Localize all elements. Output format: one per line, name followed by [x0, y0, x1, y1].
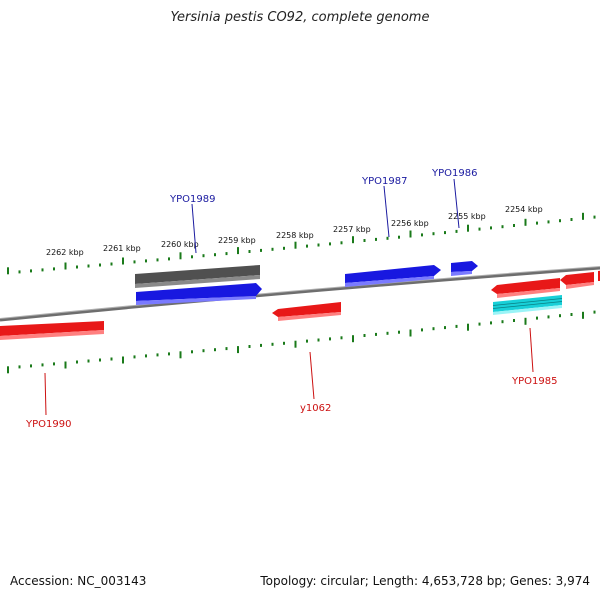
gene-rna-cyan[interactable] — [492, 295, 563, 315]
scale-label-2254: 2254 kbp — [505, 205, 543, 214]
gene-YPO1986-arrow[interactable] — [451, 261, 478, 276]
leader-YPO1985 — [529, 327, 534, 373]
gene-pseudo[interactable] — [135, 265, 260, 288]
gene-label-y1062[interactable]: y1062 — [300, 403, 331, 414]
gene-y1062-arrow[interactable] — [272, 302, 341, 321]
scale-label-2262: 2262 kbp — [46, 248, 84, 257]
leader-YPO1986 — [453, 178, 460, 229]
gene-label-YPO1985[interactable]: YPO1985 — [511, 376, 557, 387]
leader-YPO1989 — [191, 203, 197, 254]
genome-summary-text: Topology: circular; Length: 4,653,728 bp… — [260, 574, 590, 588]
scale-label-2261: 2261 kbp — [103, 244, 141, 253]
scale-label-2258: 2258 kbp — [276, 231, 314, 240]
gene-YPO1987-arrow[interactable] — [345, 265, 441, 287]
gene-YPO1985-arrow[interactable] — [491, 278, 560, 298]
gene-label-YPO1986[interactable]: YPO1986 — [431, 168, 477, 179]
scale-label-2260: 2260 kbp — [161, 240, 199, 249]
accession-text: Accession: NC_003143 — [10, 574, 147, 588]
scale-label-2257: 2257 kbp — [333, 225, 371, 234]
scale-label-2255: 2255 kbp — [448, 212, 486, 221]
genome-backbone-highlight — [0, 266, 600, 319]
gene-YPO1990-arrow[interactable] — [0, 321, 104, 340]
gene-label-YPO1989[interactable]: YPO1989 — [169, 194, 215, 205]
leader-YPO1987 — [383, 185, 390, 238]
genome-title: Yersinia pestis CO92, complete genome — [170, 10, 430, 25]
gene-label-YPO1987[interactable]: YPO1987 — [361, 176, 407, 187]
scale-label-2259: 2259 kbp — [218, 236, 256, 245]
upper-scale-ticks — [7, 212, 596, 275]
lower-scale-ticks — [7, 310, 596, 374]
leader-YPO1990 — [44, 372, 47, 416]
leader-y1062 — [309, 351, 315, 400]
gene-red-right-arrow[interactable] — [560, 270, 600, 289]
gene-YPO1989-arrow[interactable] — [136, 283, 262, 305]
scale-label-2256: 2256 kbp — [391, 219, 429, 228]
gene-label-YPO1990[interactable]: YPO1990 — [25, 419, 71, 430]
genome-backbone — [0, 266, 600, 322]
